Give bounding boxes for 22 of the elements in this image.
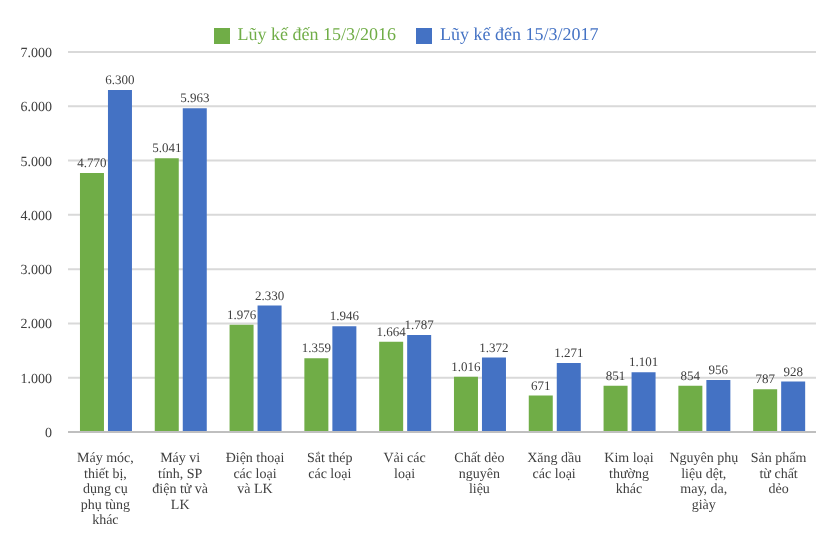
bar [229,324,254,432]
bar [182,108,207,432]
bar [781,381,806,432]
bar [556,363,581,432]
legend-label: Lũy kế đến 15/3/2017 [440,24,599,44]
bar [528,395,553,432]
bar [79,173,104,432]
bar [631,372,656,432]
bar [481,357,506,432]
bar [407,334,432,432]
bar [304,358,329,432]
legend-label: Lũy kế đến 15/3/2016 [237,24,396,44]
bar [154,158,179,432]
bar [379,341,404,432]
bar [453,376,478,432]
bar [603,385,628,432]
bar [706,380,731,432]
bar [332,326,357,432]
bar [257,305,282,432]
bar [107,90,132,432]
bar [753,389,778,432]
bar [678,385,703,432]
